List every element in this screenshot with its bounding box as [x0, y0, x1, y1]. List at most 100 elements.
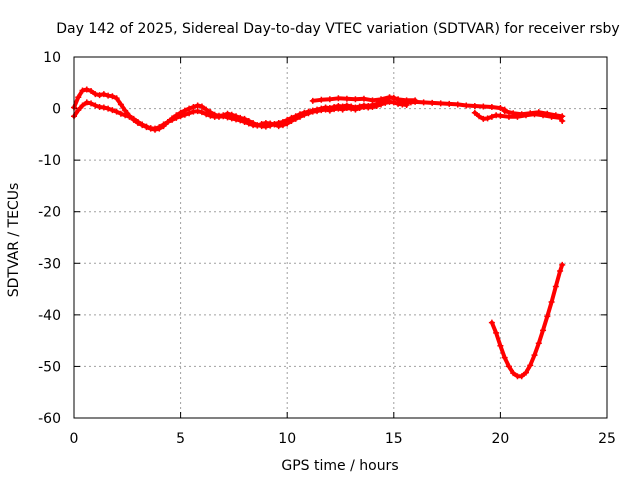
data-point — [75, 94, 82, 101]
data-point — [557, 268, 564, 275]
data-point — [497, 112, 504, 119]
data-point — [535, 340, 542, 347]
x-tick-label: 10 — [278, 431, 296, 447]
data-point — [518, 373, 525, 380]
data-point — [527, 110, 534, 117]
data-point — [113, 95, 120, 102]
data-point — [488, 104, 495, 111]
data-point — [100, 91, 107, 98]
data-point — [395, 96, 402, 103]
data-point — [373, 102, 380, 109]
y-tick-label: -60 — [38, 411, 61, 427]
y-tick-label: -20 — [38, 205, 61, 221]
data-point — [369, 104, 376, 111]
data-point — [237, 117, 244, 124]
series-line — [489, 262, 565, 379]
data-point — [122, 112, 129, 119]
data-point — [343, 95, 350, 102]
series-segment-20-23-b — [501, 108, 566, 120]
data-point — [352, 96, 359, 103]
plot-frame — [73, 56, 608, 419]
data-point — [437, 100, 444, 107]
data-point — [79, 87, 86, 94]
data-point — [484, 115, 491, 122]
x-tick-label: 15 — [385, 431, 403, 447]
data-point — [207, 112, 214, 119]
data-point — [559, 261, 566, 268]
data-point — [301, 111, 308, 118]
y-axis-label: SDTVAR / TECUs — [6, 183, 22, 298]
data-point — [531, 352, 538, 359]
data-point — [378, 96, 385, 103]
y-tick-label: -40 — [38, 308, 61, 324]
data-point — [96, 92, 103, 99]
data-point — [352, 106, 359, 113]
data-point — [454, 101, 461, 108]
chart-title: Day 142 of 2025, Sidereal Day-to-day VTE… — [56, 21, 619, 37]
data-point — [309, 97, 316, 104]
data-point — [505, 363, 512, 370]
data-point — [109, 107, 116, 114]
x-tick-label: 0 — [70, 431, 79, 447]
data-point — [92, 91, 99, 98]
data-point — [488, 319, 495, 326]
data-point — [518, 111, 525, 118]
data-point — [109, 93, 116, 100]
data-point — [318, 96, 325, 103]
data-point — [284, 120, 291, 127]
data-point — [296, 113, 303, 120]
data-point — [79, 102, 86, 109]
data-point — [386, 94, 393, 101]
data-point — [83, 99, 90, 106]
y-tick-label: -30 — [38, 256, 61, 272]
data-point — [233, 116, 240, 123]
data-point — [403, 97, 410, 104]
x-tick-label: 5 — [176, 431, 185, 447]
data-point — [143, 123, 150, 130]
data-point — [305, 110, 312, 117]
y-tick-label: 0 — [52, 102, 61, 118]
data-point — [100, 104, 107, 111]
data-point — [471, 109, 478, 116]
data-point — [245, 120, 252, 127]
data-point — [501, 108, 508, 115]
data-point — [169, 116, 176, 123]
data-point — [314, 108, 321, 115]
y-tick-label: -10 — [38, 153, 61, 169]
data-point — [471, 102, 478, 109]
data-point — [198, 109, 205, 116]
data-point — [130, 115, 137, 122]
data-point — [390, 99, 397, 106]
data-point — [126, 113, 133, 120]
data-point — [194, 108, 201, 115]
data-point — [203, 111, 210, 118]
data-point — [92, 102, 99, 109]
data-point — [335, 105, 342, 112]
y-tick-label: -50 — [38, 359, 61, 375]
data-point — [510, 370, 517, 377]
data-point — [322, 106, 329, 113]
data-point — [544, 110, 551, 117]
data-point — [194, 102, 201, 109]
data-point — [559, 113, 566, 120]
data-point — [476, 113, 483, 120]
data-point — [382, 99, 389, 106]
data-point — [292, 115, 299, 122]
data-point — [369, 97, 376, 104]
data-point — [497, 342, 504, 349]
data-point — [510, 110, 517, 117]
data-point — [139, 121, 146, 128]
data-point — [501, 354, 508, 361]
data-point — [548, 298, 555, 305]
data-point — [339, 106, 346, 113]
data-point — [420, 99, 427, 106]
data-point — [446, 100, 453, 107]
data-point — [258, 121, 265, 128]
data-point — [228, 115, 235, 122]
data-point — [160, 121, 167, 128]
data-point — [505, 113, 512, 120]
data-point — [429, 99, 436, 106]
data-point — [552, 283, 559, 290]
data-point — [186, 110, 193, 117]
